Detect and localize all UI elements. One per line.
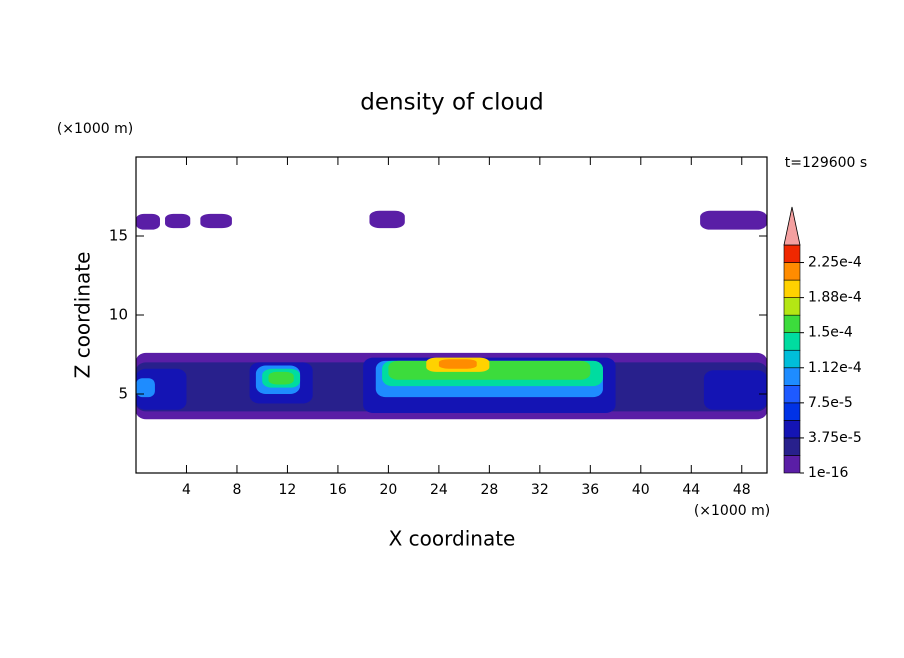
colorbar-tick-label: 2.25e-4: [808, 255, 862, 271]
colorbar-tick-label: 1.12e-4: [808, 360, 862, 376]
x-tick-label: 12: [279, 482, 297, 498]
x-tick-label: 32: [531, 482, 549, 498]
x-unit: (×1000 m): [694, 503, 770, 519]
chart-title: density of cloud: [360, 90, 543, 116]
colorbar-tick-label: 1e-16: [808, 465, 848, 481]
contour-region: [136, 213, 160, 230]
colorbar-band: [783, 402, 801, 421]
x-tick-label: 36: [581, 482, 599, 498]
colorbar-band: [783, 314, 801, 333]
y-tick-label: 15: [109, 227, 128, 245]
contour-region: [438, 359, 477, 369]
x-tick-label: 48: [733, 482, 751, 498]
colorbar-band: [783, 367, 801, 386]
x-tick-label: 16: [329, 482, 347, 498]
annotation: t=129600 s: [785, 155, 867, 171]
y-unit: (×1000 m): [57, 121, 133, 137]
x-tick-label: 44: [682, 482, 700, 498]
colorbar-tick-label: 7.5e-5: [808, 395, 853, 411]
colorbar-band: [783, 420, 801, 439]
x-tick-label: 28: [480, 482, 498, 498]
colorbar-band: [783, 385, 801, 404]
colorbar-band: [783, 349, 801, 369]
contour-region: [369, 210, 405, 229]
colorbar-band: [783, 455, 801, 474]
contour-region: [165, 213, 191, 229]
colorbar-band: [783, 244, 801, 263]
colorbar-band: [783, 279, 801, 298]
colorbar-extend: [783, 206, 801, 246]
colorbar-band: [783, 332, 801, 351]
y-tick-label: 10: [109, 306, 128, 324]
x-axis-label: X coordinate: [389, 527, 516, 551]
colorbar-band: [783, 297, 801, 316]
contour-region: [700, 210, 767, 230]
contour-region: [136, 378, 155, 398]
colorbar-tick-label: 1.88e-4: [808, 290, 862, 306]
colorbar-band: [783, 437, 801, 456]
x-tick-label: 4: [182, 482, 191, 498]
field: [136, 210, 767, 420]
colorbar-tick-label: 3.75e-5: [808, 430, 862, 446]
plot-frame: [135, 156, 768, 474]
x-tick-label: 24: [430, 482, 448, 498]
contour-region: [268, 371, 294, 385]
y-axis-label: Z coordinate: [71, 252, 95, 379]
x-tick-label: 20: [379, 482, 397, 498]
colorbar-tick-label: 1.5e-4: [808, 325, 853, 341]
x-tick-label: 8: [232, 482, 241, 498]
contour-region: [200, 213, 232, 229]
colorbar-band: [783, 262, 801, 281]
x-tick-label: 40: [632, 482, 650, 498]
contour-region: [703, 370, 767, 410]
y-tick-label: 5: [118, 385, 128, 403]
